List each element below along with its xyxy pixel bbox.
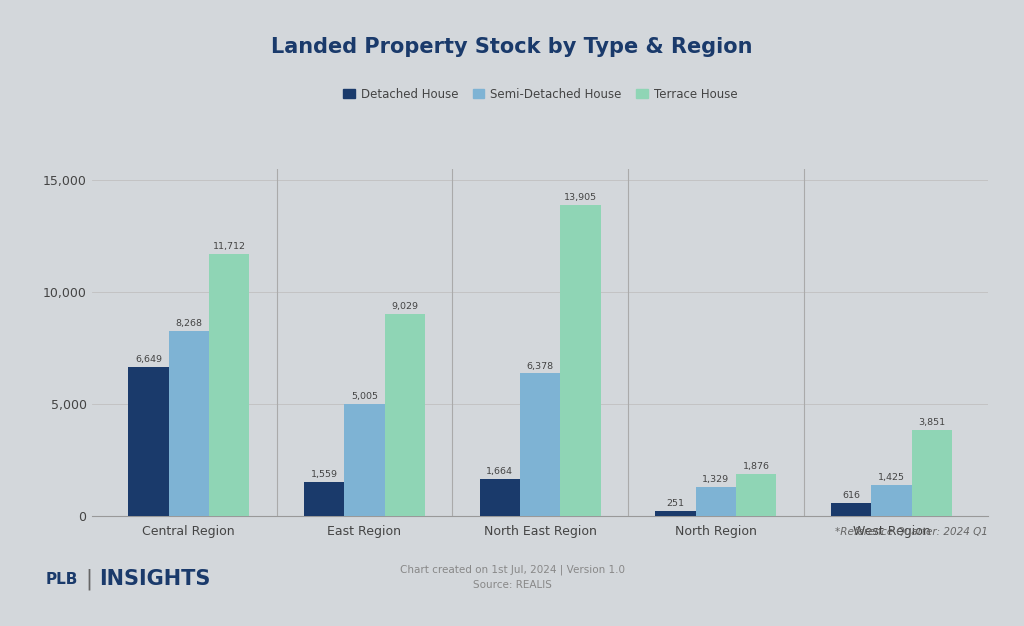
Text: 251: 251 bbox=[667, 499, 684, 508]
Bar bbox=[169, 331, 209, 516]
Text: 5,005: 5,005 bbox=[351, 393, 378, 401]
Bar bbox=[911, 430, 952, 516]
Text: 6,649: 6,649 bbox=[135, 356, 162, 364]
Bar bbox=[385, 314, 425, 516]
Text: PLB: PLB bbox=[46, 572, 79, 587]
Bar bbox=[128, 367, 169, 516]
Bar bbox=[209, 254, 250, 516]
Text: Chart created on 1st Jul, 2024 | Version 1.0: Chart created on 1st Jul, 2024 | Version… bbox=[399, 565, 625, 575]
Text: 1,664: 1,664 bbox=[486, 467, 513, 476]
Bar bbox=[520, 374, 560, 516]
Text: 13,905: 13,905 bbox=[564, 193, 597, 202]
Text: Landed Property Stock by Type & Region: Landed Property Stock by Type & Region bbox=[271, 37, 753, 57]
Text: 616: 616 bbox=[842, 491, 860, 500]
Text: 8,268: 8,268 bbox=[175, 319, 203, 328]
Bar bbox=[695, 486, 736, 516]
Bar bbox=[560, 205, 601, 516]
Text: *Reference Quarter: 2024 Q1: *Reference Quarter: 2024 Q1 bbox=[836, 527, 988, 537]
Text: 1,876: 1,876 bbox=[742, 463, 770, 471]
Text: Source: REALIS: Source: REALIS bbox=[472, 580, 552, 590]
Text: 3,851: 3,851 bbox=[919, 418, 945, 427]
Text: 11,712: 11,712 bbox=[213, 242, 246, 251]
Text: 9,029: 9,029 bbox=[391, 302, 419, 311]
Text: 1,329: 1,329 bbox=[702, 475, 729, 484]
Bar bbox=[736, 475, 776, 516]
Bar bbox=[479, 479, 520, 516]
Text: 1,425: 1,425 bbox=[878, 473, 905, 481]
Text: 6,378: 6,378 bbox=[526, 362, 554, 371]
Bar bbox=[655, 511, 695, 516]
Legend: Detached House, Semi-Detached House, Terrace House: Detached House, Semi-Detached House, Ter… bbox=[339, 83, 741, 105]
Text: |: | bbox=[85, 568, 92, 590]
Text: 1,559: 1,559 bbox=[310, 470, 338, 479]
Text: INSIGHTS: INSIGHTS bbox=[99, 569, 211, 589]
Bar bbox=[830, 503, 871, 516]
Bar bbox=[344, 404, 385, 516]
Bar bbox=[871, 485, 911, 516]
Bar bbox=[304, 481, 344, 516]
